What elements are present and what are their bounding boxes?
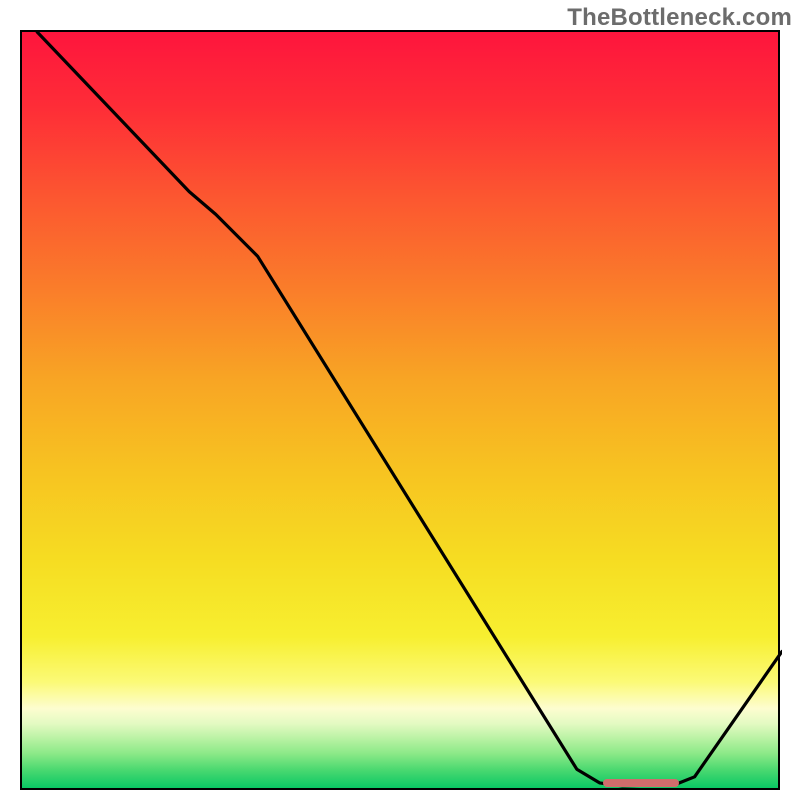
bottom-highlight-segment: [603, 779, 679, 787]
chart-stage: TheBottleneck.com: [0, 0, 800, 800]
watermark-text: TheBottleneck.com: [567, 4, 792, 32]
plot-frame: [20, 30, 780, 790]
plot-svg: [22, 32, 782, 792]
curve-path: [37, 32, 782, 786]
